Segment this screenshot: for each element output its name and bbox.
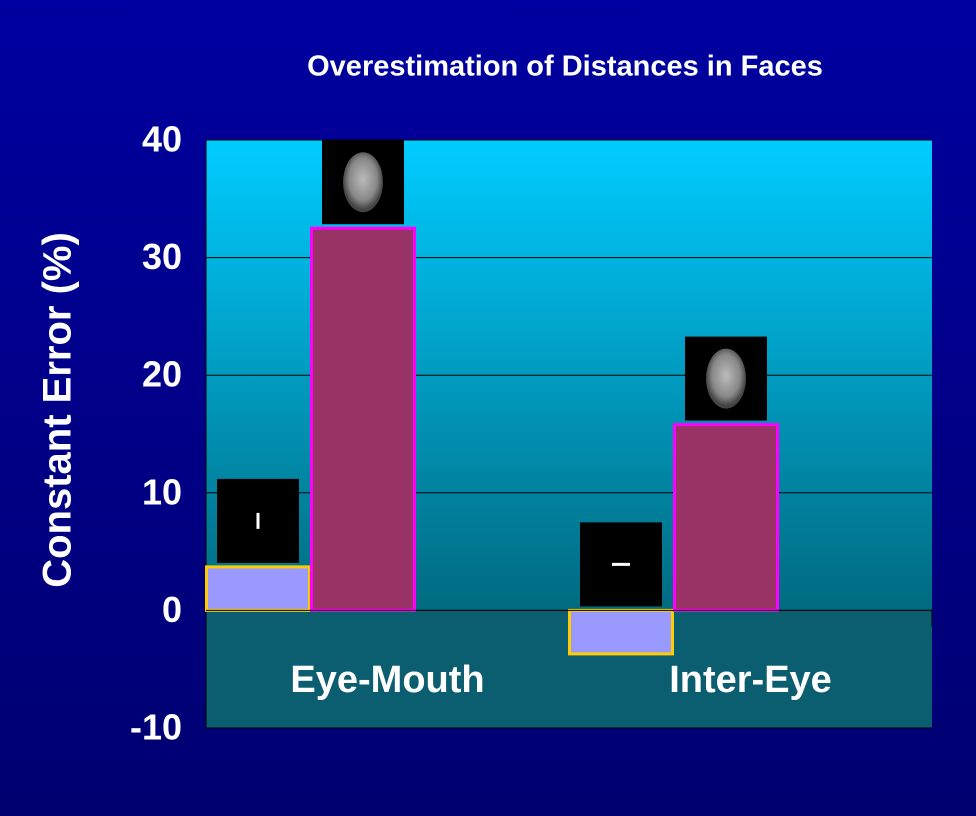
- stimulus-face: [343, 152, 383, 213]
- x-tick-label: Inter-Eye: [669, 659, 832, 701]
- chart-title: Overestimation of Distances in Faces: [307, 51, 823, 83]
- y-tick-label: 0: [162, 589, 182, 630]
- y-axis-label: Constant Error (%): [36, 232, 80, 588]
- bar: [568, 608, 674, 656]
- y-tick-label: 40: [142, 119, 182, 160]
- stimulus-face: [706, 348, 746, 409]
- y-tick-label: 10: [142, 471, 182, 512]
- bar: [310, 226, 416, 612]
- y-tick-label: 20: [142, 354, 182, 395]
- bar: [205, 565, 311, 612]
- x-tick-label: Eye-Mouth: [290, 659, 484, 701]
- y-tick-label: 30: [142, 236, 182, 277]
- bar: [673, 423, 779, 612]
- y-tick-label: -10: [130, 707, 182, 748]
